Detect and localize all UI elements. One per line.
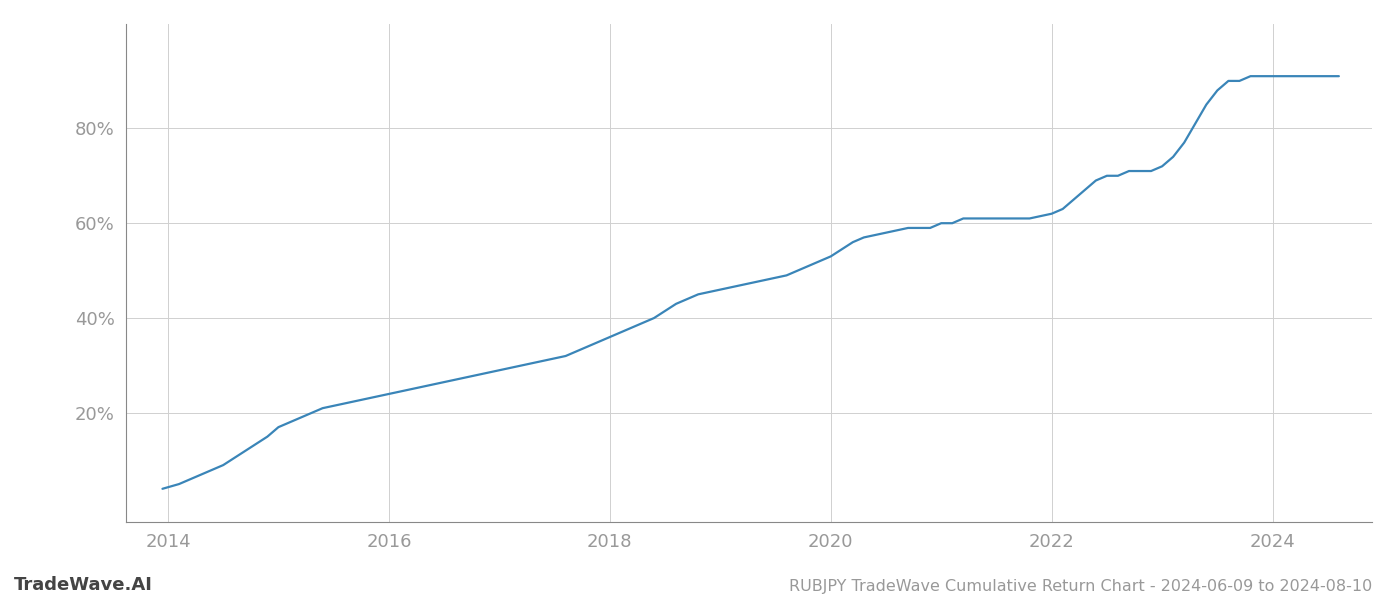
Text: TradeWave.AI: TradeWave.AI <box>14 576 153 594</box>
Text: RUBJPY TradeWave Cumulative Return Chart - 2024-06-09 to 2024-08-10: RUBJPY TradeWave Cumulative Return Chart… <box>788 579 1372 594</box>
